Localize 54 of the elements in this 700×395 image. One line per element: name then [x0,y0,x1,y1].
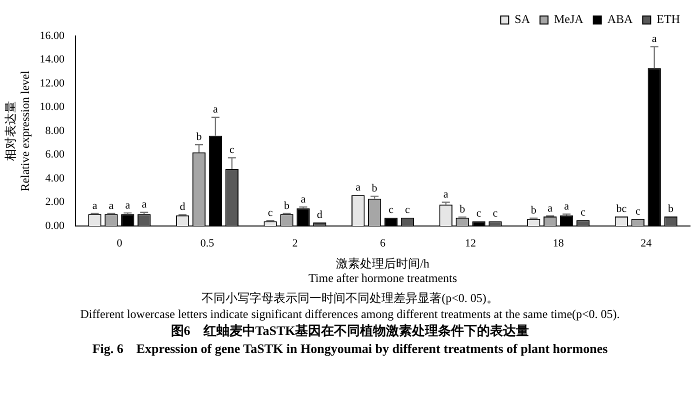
legend-label: ABA [607,12,634,26]
data-label: b [372,182,378,195]
data-label: b [284,200,290,212]
text: 不同小写字母表示同一时间不同处理差异显著(p<0. 05)。 [200,290,500,306]
legend-label: SA [514,12,530,26]
x-tick-label: 12 [465,237,476,250]
data-label: a [300,193,306,206]
data-label: a [548,202,553,214]
y-tick-label: 0.00 [45,220,66,232]
data-label: a [142,198,147,211]
legend-label: MeJA [554,12,584,26]
y-tick-label: 14.00 [40,54,66,66]
data-label: bc [616,202,627,215]
data-label: c [635,205,640,218]
data-label: a [213,104,218,116]
y-tick-label: 12.00 [40,77,66,90]
y-tick-label: 16.00 [40,30,66,42]
y-tick-label: 2.00 [45,196,66,208]
data-label: c [388,204,394,216]
data-label: d [180,201,186,214]
y-tick-label: 10.00 [40,101,66,114]
x-tick-label: 6 [380,237,386,250]
data-label: c [229,144,234,156]
legend-label: ETH [656,12,680,26]
data-label: c [476,208,482,220]
data-label: a [125,199,130,212]
x-tick-label: 0 [116,237,123,250]
data-label: a [356,182,361,194]
data-label: b [196,131,202,144]
text: Different lowercase letters indicate significant differences among different treatments at the same time(p<0. 05). [79,306,621,322]
data-label: c [268,207,273,220]
text: 图6 红蚰麦中TaSTK基因在不同植物激素处理条件下的表达量 [170,322,530,340]
x-tick-label: 2 [292,237,298,250]
y-axis-title: 相对表达量 Relative expression level [3,70,32,192]
data-label: a [564,200,570,213]
x-axis-title: 激素处理后时间/h Time after hormone treatments [308,256,458,285]
text: Fig. 6 Expression of gene TaSTK in Hongyoumai by different treatments of plant hormones [91,340,609,358]
y-tick-label: 4.00 [45,172,66,184]
data-label: b [668,202,674,215]
data-label: c [580,206,586,218]
data-label: b [460,203,466,216]
x-tick-label: 24 [640,237,652,250]
data-label: a [443,188,448,201]
y-tick-label: 8.00 [45,124,66,137]
data-label: c [492,208,498,220]
data-label: a [92,200,98,212]
data-label: c [405,204,410,216]
data-label: d [316,208,323,221]
y-tick-label: 6.00 [45,148,66,161]
x-tick-label: 0.5 [200,237,215,250]
data-label: b [530,204,537,217]
x-tick-label: 18 [552,237,564,250]
data-label: a [108,200,114,212]
data-label: a [652,33,657,46]
